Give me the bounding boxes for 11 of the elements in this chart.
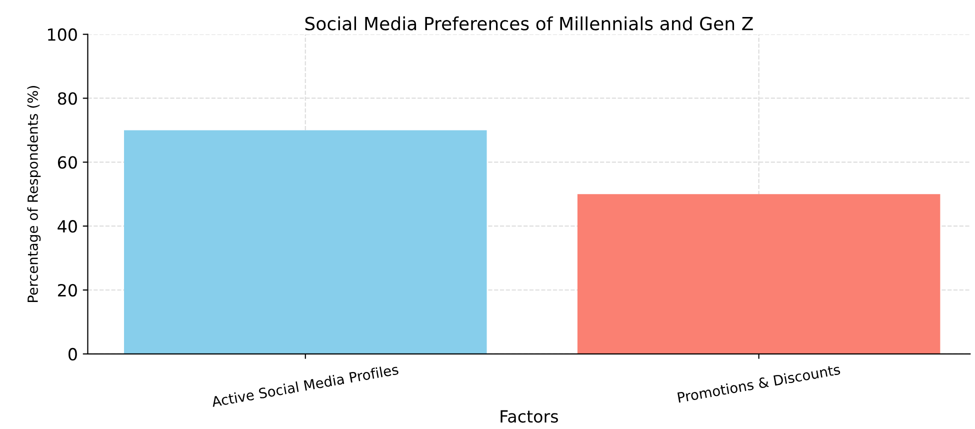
x-axis-title: Factors [500,410,558,423]
y-tick-label: 20 [58,284,77,297]
y-tick-label: 100 [48,28,77,41]
x-tick-label: Promotions & Discounts [677,364,840,403]
y-tick-label: 0 [68,348,77,360]
y-tick-label: 60 [58,156,77,169]
y-axis-title: Percentage of Respondents (%) [27,86,41,302]
y-tick-label: 80 [58,92,77,105]
x-tick-label: Active Social Media Profiles [211,364,399,408]
chart-title: Social Media Preferences of Millennials and Gen Z [305,16,753,30]
y-tick-label: 40 [58,220,77,233]
